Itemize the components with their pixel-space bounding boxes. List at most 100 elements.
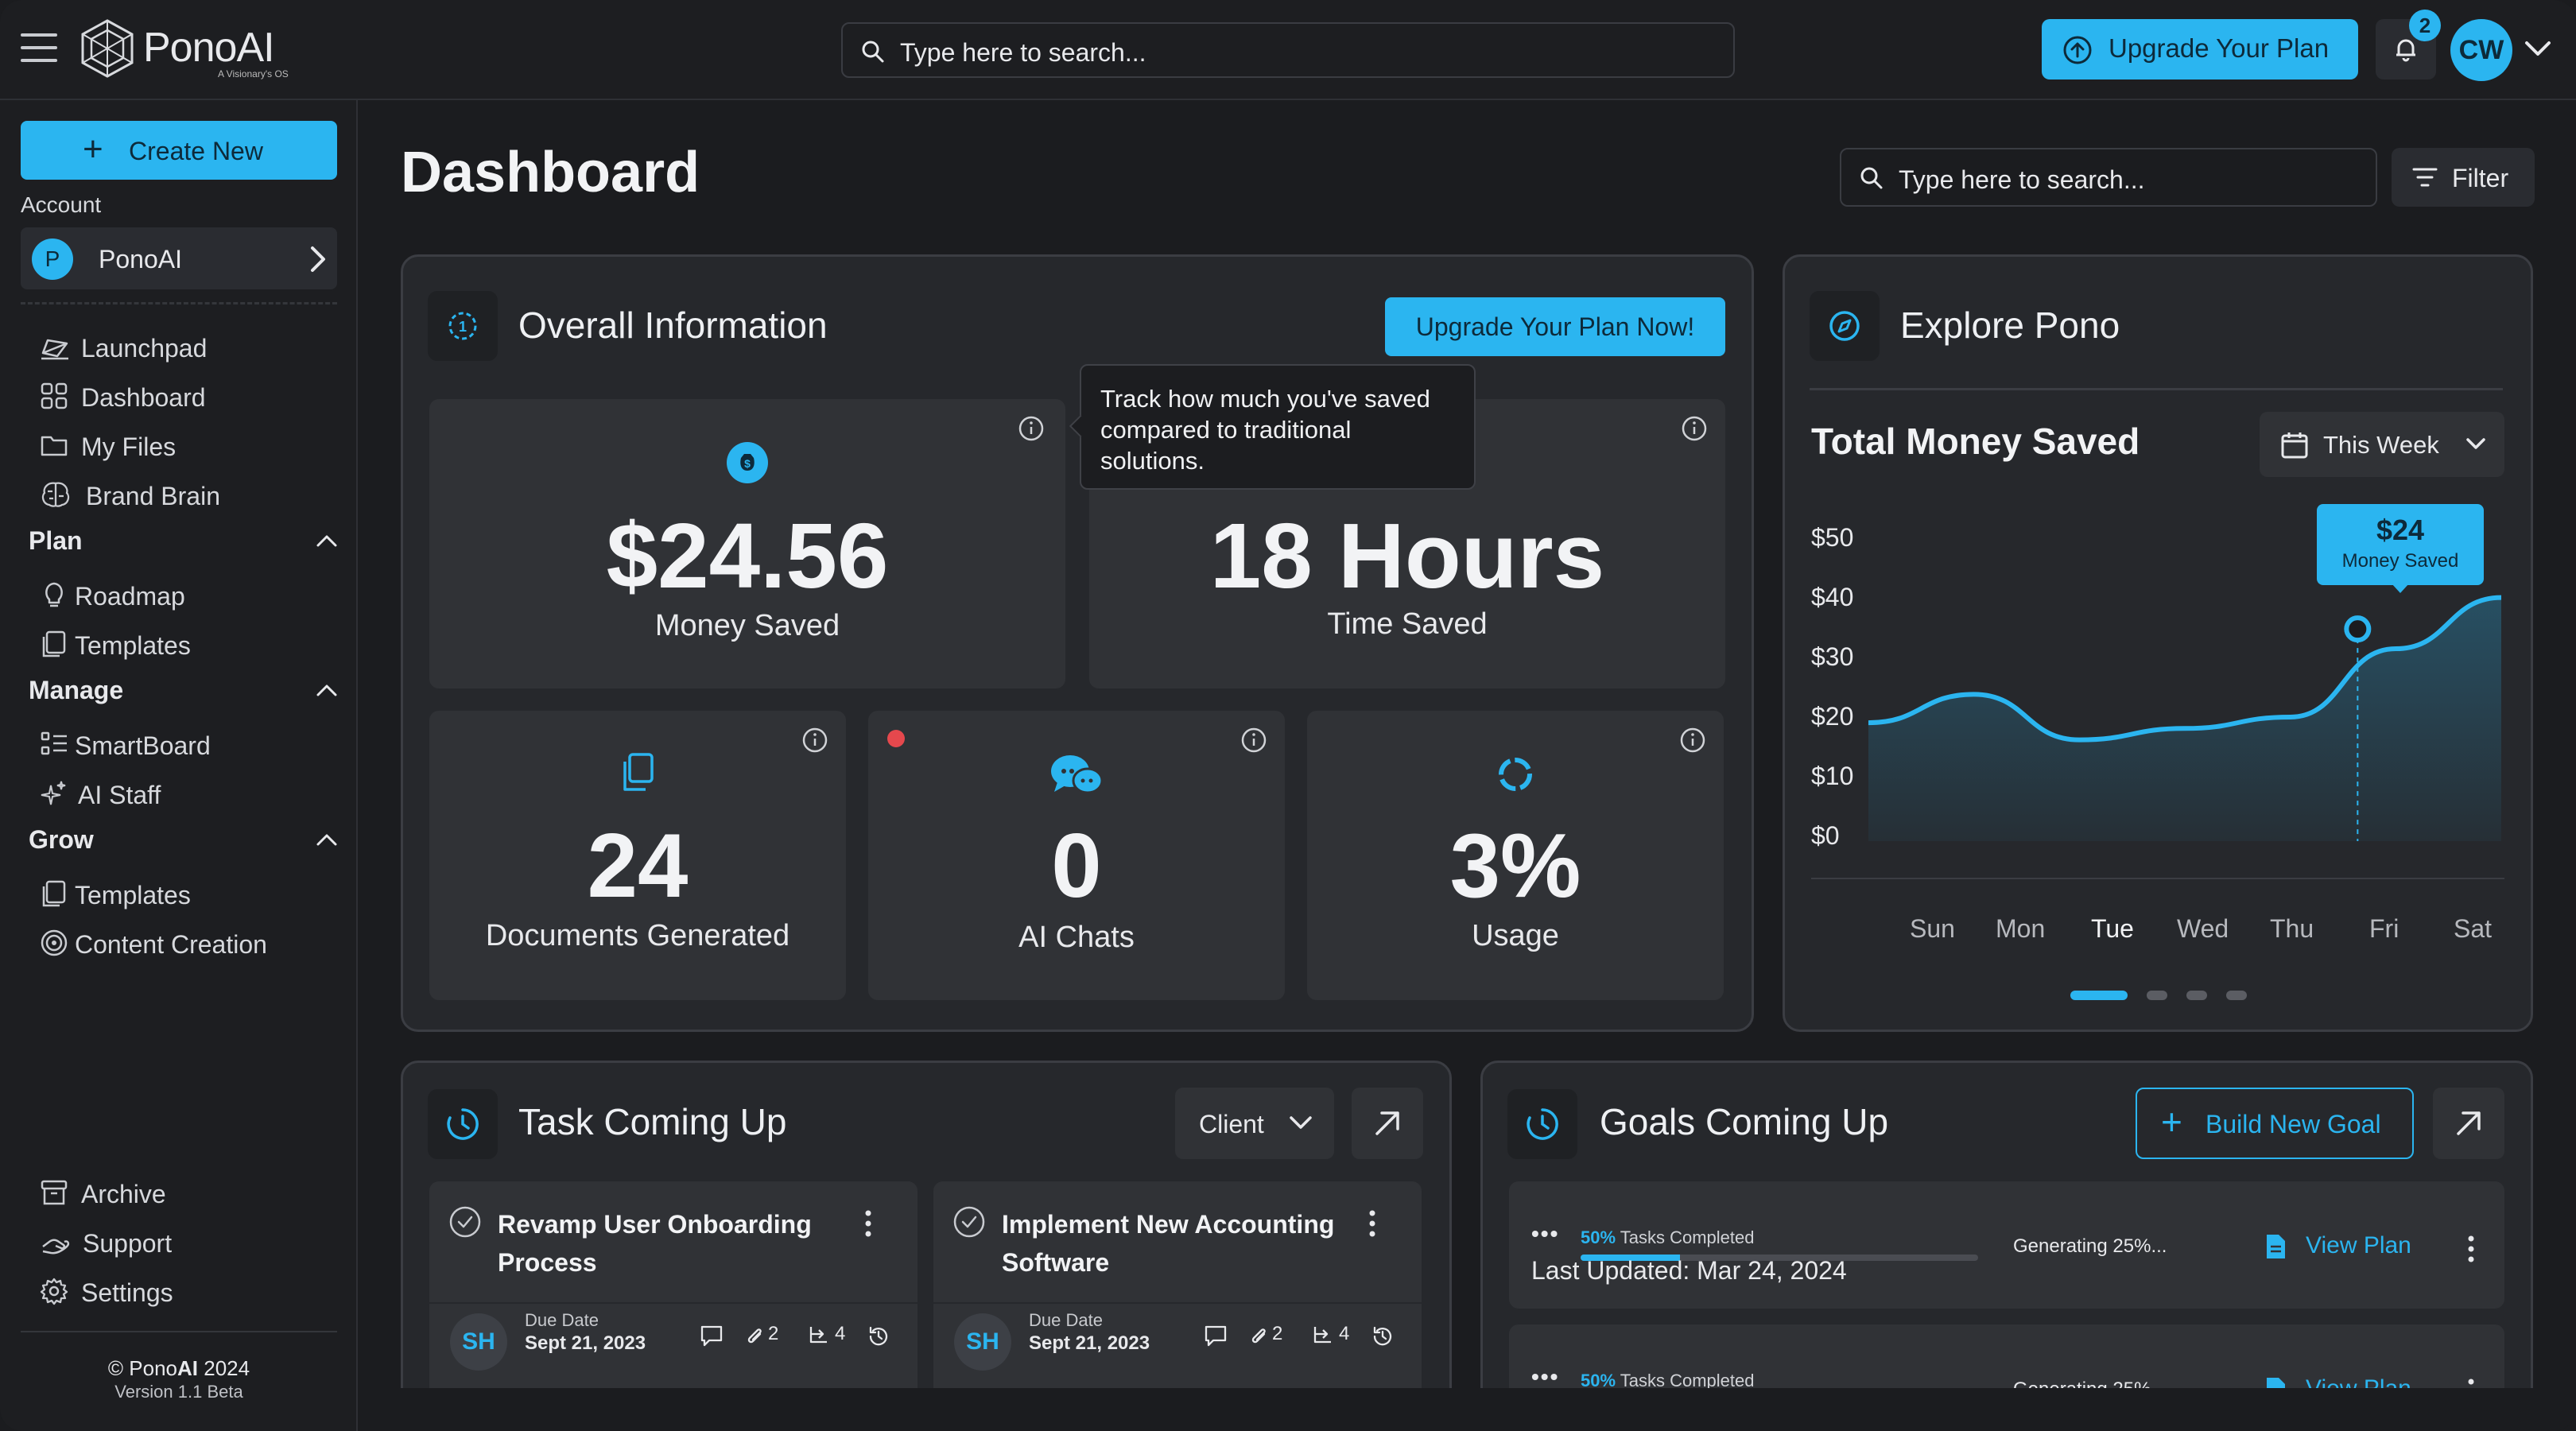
task-card[interactable]: Revamp User Onboarding Process SH Due Da… bbox=[429, 1181, 918, 1398]
sidebar-item-label: Templates bbox=[75, 631, 191, 660]
more-vertical-icon[interactable] bbox=[1363, 1207, 1382, 1240]
section-grow[interactable]: Grow bbox=[29, 825, 339, 865]
chart-point-fri[interactable] bbox=[2392, 646, 2399, 652]
section-plan[interactable]: Plan bbox=[29, 526, 339, 566]
x-tick-label[interactable]: Mon bbox=[1996, 914, 2046, 943]
section-manage[interactable]: Manage bbox=[29, 676, 339, 716]
chart-point-tue[interactable] bbox=[2076, 737, 2082, 743]
goal-progress-text: 50% Tasks Completed bbox=[1581, 1227, 1755, 1247]
chevron-up-icon bbox=[316, 684, 337, 696]
x-tick-label[interactable]: Sat bbox=[2454, 914, 2493, 943]
money-saved-label: Money Saved bbox=[654, 609, 840, 642]
hamburger-menu-icon[interactable] bbox=[21, 33, 57, 65]
chart-point-thu[interactable] bbox=[2287, 714, 2294, 720]
documents-generated-card: 24 Documents Generated bbox=[429, 711, 846, 1000]
filter-button[interactable]: Filter bbox=[2392, 148, 2535, 207]
templates-icon bbox=[42, 880, 66, 907]
chart-title: Total Money Saved bbox=[1811, 421, 2140, 462]
info-icon[interactable] bbox=[1681, 415, 1708, 442]
subtasks-icon bbox=[809, 1327, 827, 1344]
carousel-dot[interactable] bbox=[2147, 991, 2167, 1000]
upgrade-plan-now-button[interactable]: Upgrade Your Plan Now! bbox=[1385, 297, 1725, 356]
money-saved-chart[interactable] bbox=[1868, 525, 2504, 874]
info-icon[interactable] bbox=[801, 727, 828, 754]
check-circle-icon[interactable] bbox=[952, 1205, 986, 1239]
due-date-label: Due Date bbox=[525, 1310, 599, 1330]
comment-icon[interactable] bbox=[1204, 1324, 1228, 1347]
sidebar-item-label: Templates bbox=[75, 881, 191, 909]
upgrade-plan-button[interactable]: Upgrade Your Plan bbox=[2042, 19, 2358, 80]
open-tasks-button[interactable] bbox=[1352, 1088, 1423, 1159]
brain-icon bbox=[41, 482, 70, 507]
highlight-marker[interactable] bbox=[2344, 615, 2372, 643]
create-new-button[interactable]: + Create New bbox=[21, 121, 337, 180]
client-select-value: Client bbox=[1199, 1110, 1264, 1138]
upgrade-icon bbox=[2063, 36, 2092, 64]
user-avatar[interactable]: CW bbox=[2450, 19, 2512, 81]
svg-text:1: 1 bbox=[459, 319, 467, 335]
x-tick-label[interactable]: Fri bbox=[2369, 914, 2399, 943]
y-tick-label: $30 bbox=[1811, 642, 1854, 671]
page-title: Dashboard bbox=[401, 141, 700, 204]
award-icon: 1 bbox=[448, 312, 477, 340]
sidebar-item-label: Launchpad bbox=[81, 334, 208, 363]
chart-point-sat[interactable] bbox=[2498, 595, 2504, 601]
open-goals-button[interactable] bbox=[2433, 1088, 2504, 1159]
scroll-clip bbox=[359, 1388, 2576, 1431]
x-tick-label[interactable]: Tue bbox=[2091, 914, 2134, 943]
time-saved-label: Time Saved bbox=[1327, 607, 1488, 641]
goal-row[interactable]: ••• 50% Tasks Completed Last Updated: Ma… bbox=[1509, 1181, 2504, 1309]
goals-icon-box bbox=[1507, 1089, 1577, 1159]
global-search-input[interactable]: Type here to search... bbox=[841, 22, 1735, 78]
carousel-dot[interactable] bbox=[2186, 991, 2207, 1000]
version-label: Version 1.1 Beta bbox=[114, 1382, 243, 1402]
x-tick-label[interactable]: Sun bbox=[1910, 914, 1955, 943]
carousel-dot[interactable] bbox=[2070, 991, 2128, 1000]
build-new-goal-button[interactable]: + Build New Goal bbox=[2136, 1088, 2414, 1159]
build-new-goal-label: Build New Goal bbox=[2206, 1110, 2381, 1138]
goal-generating-status: Generating 25%... bbox=[2013, 1235, 2167, 1257]
task-card[interactable]: Implement New Accounting Software SH Due… bbox=[933, 1181, 1422, 1398]
client-select[interactable]: Client bbox=[1175, 1088, 1334, 1159]
documents-generated-label: Documents Generated bbox=[485, 919, 790, 952]
chart-area bbox=[1868, 597, 2501, 841]
dashboard-search-input[interactable]: Type here to search... bbox=[1840, 148, 2377, 207]
sidebar-item-label: Archive bbox=[81, 1180, 166, 1208]
info-icon[interactable] bbox=[1679, 727, 1706, 754]
more-vertical-icon[interactable] bbox=[859, 1207, 878, 1240]
check-circle-icon[interactable] bbox=[448, 1205, 482, 1239]
goal-last-updated: Last Updated: Mar 24, 2024 bbox=[1531, 1256, 1847, 1285]
alert-dot bbox=[887, 730, 905, 747]
history-icon[interactable] bbox=[867, 1324, 890, 1348]
chart-point-mon[interactable] bbox=[1971, 691, 1977, 697]
carousel-dot[interactable] bbox=[2226, 991, 2247, 1000]
history-icon[interactable] bbox=[1371, 1324, 1395, 1348]
more-horizontal-icon[interactable]: ••• bbox=[1531, 1221, 1560, 1246]
time-range-select[interactable]: This Week bbox=[2260, 412, 2504, 477]
y-tick-label: $0 bbox=[1811, 821, 1840, 850]
info-icon[interactable] bbox=[1240, 727, 1267, 754]
money-saved-card: $ $24.56 Money Saved bbox=[429, 399, 1065, 688]
time-saved-value: 18 Hours bbox=[1209, 504, 1605, 607]
account-switcher[interactable]: P PonoAI bbox=[21, 227, 337, 289]
x-tick-label[interactable]: Wed bbox=[2177, 914, 2229, 943]
notification-count-badge: 2 bbox=[2409, 10, 2441, 41]
more-vertical-icon[interactable] bbox=[2462, 1232, 2481, 1266]
sidebar-item-label: SmartBoard bbox=[75, 731, 211, 760]
chart-point-wed[interactable] bbox=[2182, 725, 2188, 731]
calendar-icon bbox=[2281, 432, 2308, 459]
more-horizontal-icon[interactable]: ••• bbox=[1531, 1364, 1560, 1389]
x-tick-label[interactable]: Thu bbox=[2270, 914, 2314, 943]
clock-icon bbox=[447, 1108, 479, 1140]
account-avatar: P bbox=[32, 238, 73, 280]
time-range-value: This Week bbox=[2323, 431, 2439, 459]
chevron-down-icon[interactable] bbox=[2522, 37, 2554, 60]
comment-icon[interactable] bbox=[700, 1324, 724, 1347]
task-footer: SH Due Date Sept 21, 2023 2 4 bbox=[933, 1302, 1422, 1398]
documents-generated-value: 24 bbox=[587, 816, 689, 917]
search-icon bbox=[862, 41, 884, 63]
info-icon[interactable] bbox=[1018, 415, 1045, 442]
logo[interactable]: PonoAI A Visionary's OS bbox=[80, 17, 302, 81]
usage-value: 3% bbox=[1449, 816, 1581, 917]
